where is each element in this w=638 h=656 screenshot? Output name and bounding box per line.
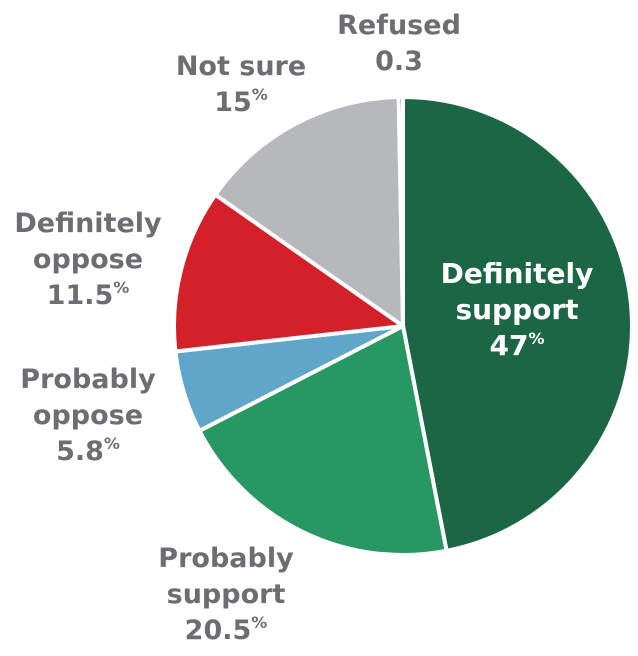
slice-value: 5.8 — [56, 436, 104, 467]
pie-slice-not-sure — [213, 95, 405, 328]
slice-label-not-sure: Not sure 15% — [176, 51, 306, 118]
pie-slice-definitely-support — [401, 95, 634, 553]
slice-label-definitely-support: Definitely support 47% — [441, 257, 594, 362]
pie-slice-refused — [396, 94, 405, 328]
slice-label-probably-oppose: Probably oppose 5.8% — [20, 364, 156, 467]
slice-value: 0.3 — [375, 46, 423, 77]
slice-value: 20.5 — [185, 615, 252, 646]
slice-value: 11.5 — [47, 280, 114, 311]
percent-sign: % — [252, 85, 268, 104]
percent-sign: % — [113, 278, 129, 297]
pie-slice-probably-support — [197, 324, 449, 557]
pie-slice-definitely-oppose — [172, 192, 405, 354]
slice-value: 15 — [214, 87, 252, 118]
slice-value: 47 — [490, 329, 529, 362]
percent-sign: % — [528, 329, 544, 348]
slice-label-probably-support: Probably support 20.5% — [158, 543, 294, 646]
percent-sign: % — [251, 613, 267, 632]
slice-label-definitely-oppose: Definitely oppose 11.5% — [14, 208, 162, 311]
percent-sign: % — [104, 434, 120, 453]
slice-label-refused: Refused 0.3 — [337, 10, 461, 77]
